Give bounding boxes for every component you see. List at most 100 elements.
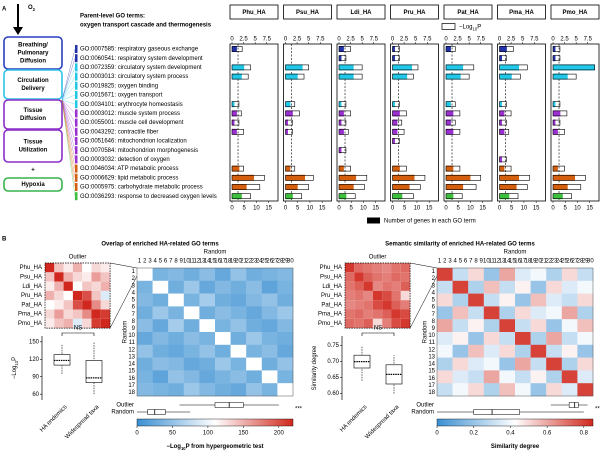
gene-bar xyxy=(232,174,254,181)
random-cell xyxy=(561,383,578,397)
random-cell xyxy=(437,306,453,320)
random-col-tick: 4 xyxy=(454,259,458,265)
gene-bar xyxy=(446,128,454,135)
colorbar-tick-label: 0.4 xyxy=(506,431,515,437)
random-row-tick: 14 xyxy=(428,362,435,368)
outlier-cell xyxy=(345,300,355,310)
outlier-cell xyxy=(354,309,364,319)
panel-header xyxy=(443,4,493,20)
logp-bar xyxy=(231,119,240,126)
random-cell xyxy=(546,357,562,371)
random-cell xyxy=(515,319,531,333)
gene-bar xyxy=(232,73,242,80)
top-tick-label: 0 xyxy=(230,37,234,43)
panel-name: Ldi_HA xyxy=(351,10,373,16)
gene-bar xyxy=(285,119,288,126)
random-row-tick: 15 xyxy=(128,369,135,375)
group-label: HA endemics xyxy=(39,404,68,433)
random-row-tick: 7 xyxy=(132,312,136,318)
random-cell xyxy=(183,268,200,281)
random-row-tick: 8 xyxy=(432,319,436,325)
random-cell xyxy=(577,293,594,307)
logp-bar xyxy=(392,138,400,144)
random-cell xyxy=(137,383,153,397)
gene-bar xyxy=(446,165,454,172)
random-cell xyxy=(199,319,216,333)
logp-bar xyxy=(445,129,461,135)
colorbar xyxy=(436,418,594,427)
logp-bar xyxy=(552,193,572,199)
outlier-cell xyxy=(363,281,373,291)
random-cell xyxy=(168,357,184,371)
connector xyxy=(61,99,76,123)
gene-bar xyxy=(339,101,342,108)
y-tick-label: 60 xyxy=(32,392,39,398)
logp-bar xyxy=(285,110,300,117)
random-cell xyxy=(230,319,247,333)
outlier-cell xyxy=(391,318,401,329)
outlier-cell xyxy=(45,300,55,310)
random-cell xyxy=(261,306,278,320)
random-cell xyxy=(199,370,216,384)
random-cell xyxy=(483,280,500,294)
gene-bar xyxy=(339,73,354,80)
top-tick-label: 0 xyxy=(284,37,288,43)
random-cell xyxy=(499,332,516,345)
flow-box-text: Tissue xyxy=(24,140,44,146)
random-cell xyxy=(577,306,594,320)
random-cell xyxy=(152,293,169,307)
random-cell xyxy=(230,370,247,384)
outlier-cell xyxy=(54,300,64,310)
y-axis-label-part: P xyxy=(12,357,18,361)
outlier-cell xyxy=(82,272,92,282)
random-cell xyxy=(230,268,247,281)
gene-bar xyxy=(553,193,563,200)
random-cell xyxy=(437,319,453,333)
go-term: GO:0072359: circulatory system developme… xyxy=(80,65,202,71)
colorbar-tick-label: 100 xyxy=(203,431,214,437)
bottom-tick-label: 0 xyxy=(337,206,341,212)
logp-bar xyxy=(392,129,405,135)
outlier-cell xyxy=(63,290,73,301)
gene-bar xyxy=(339,184,354,190)
random-cell xyxy=(437,293,453,307)
colorbar-tick-label: 0 xyxy=(135,431,139,437)
random-cell xyxy=(246,293,262,307)
gene-bar xyxy=(553,64,595,71)
top-tick-label: 7.5 xyxy=(370,37,379,43)
go-term: GO:0036293: response to decreased oxygen… xyxy=(80,194,217,200)
random-cell xyxy=(561,344,578,358)
y-tick-label: 120 xyxy=(29,357,40,363)
panel-name: Pru_HA xyxy=(403,10,426,16)
outlier-cell xyxy=(372,309,383,319)
random-cell xyxy=(168,319,184,333)
random-cell xyxy=(437,332,453,345)
random-cell xyxy=(230,383,247,397)
outlier-cell xyxy=(363,263,373,273)
random-row-tick: 5 xyxy=(132,298,136,304)
outlier-cell xyxy=(372,300,383,310)
category-color xyxy=(75,72,78,81)
outlier-cell xyxy=(382,300,392,310)
random-cell xyxy=(137,268,153,281)
outlier-cell xyxy=(100,309,111,319)
outlier-cell xyxy=(382,272,392,282)
random-cell xyxy=(561,332,578,345)
random-cell xyxy=(561,293,578,307)
logp-bar xyxy=(445,46,456,52)
logp-bar xyxy=(285,101,296,107)
random-row-tick: 3 xyxy=(432,283,436,289)
gene-bar xyxy=(499,55,502,62)
logp-bar xyxy=(392,184,421,190)
random-cell xyxy=(483,306,500,320)
random-col-tick: 16 xyxy=(214,259,221,265)
colorbar-tick-label: 0 xyxy=(435,431,439,437)
panel-label: A xyxy=(2,7,7,13)
random-col-tick: 10 xyxy=(483,259,490,265)
gene-bar xyxy=(499,110,505,117)
random-cell xyxy=(152,344,169,358)
random-cell xyxy=(452,293,469,307)
connector xyxy=(61,99,76,105)
random-col-tick: 8 xyxy=(174,259,178,265)
category-color xyxy=(75,118,78,127)
